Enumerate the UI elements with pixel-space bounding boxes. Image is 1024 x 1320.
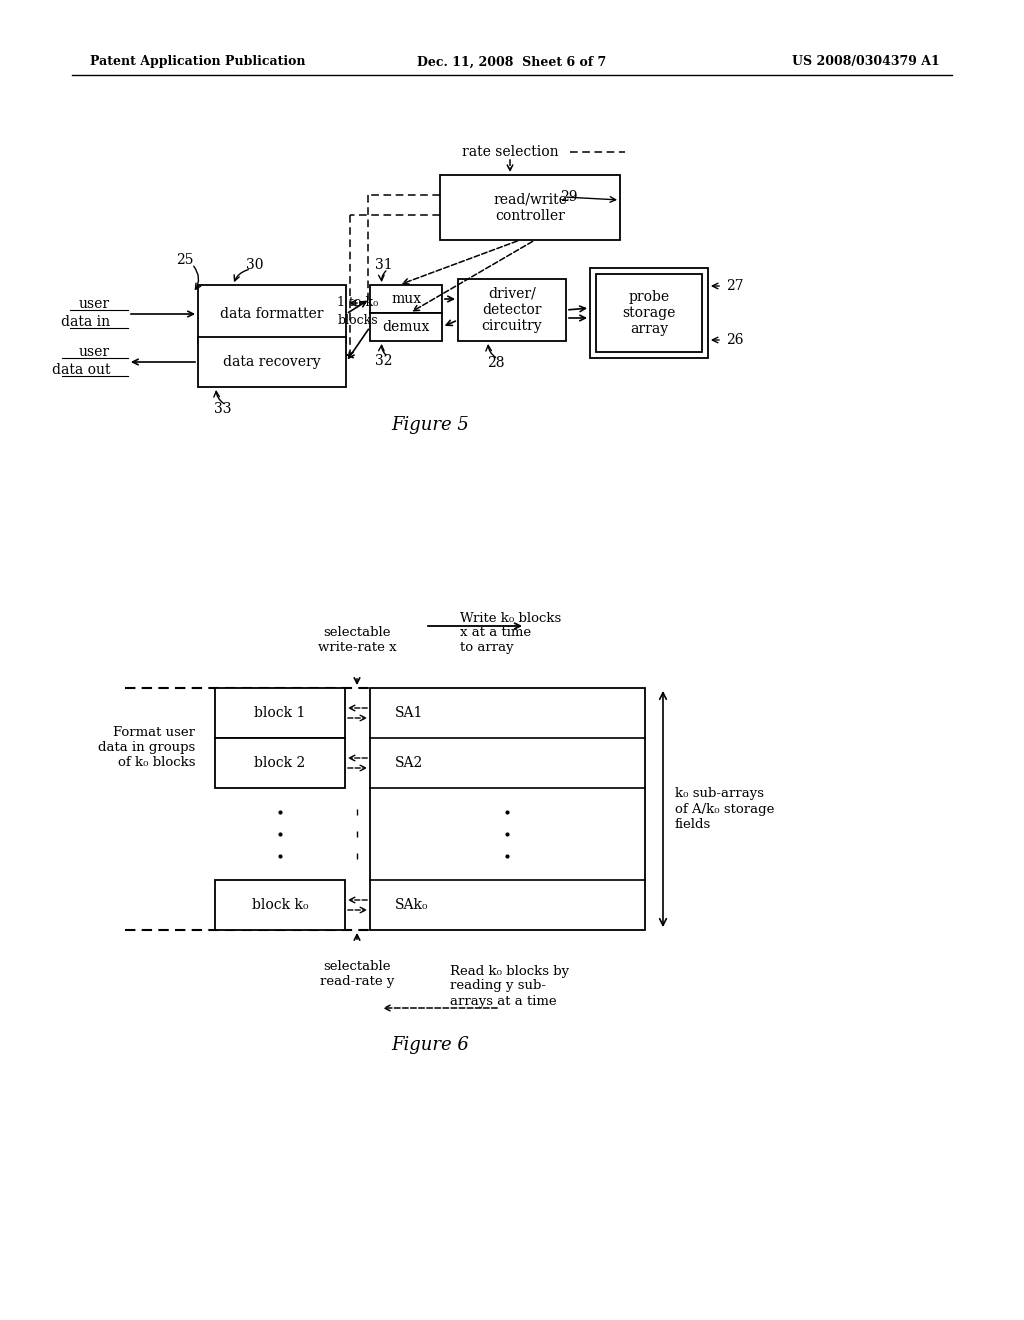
FancyBboxPatch shape	[458, 279, 566, 341]
Text: user: user	[79, 297, 110, 312]
Text: Figure 6: Figure 6	[391, 1036, 469, 1053]
Text: 25: 25	[176, 253, 194, 267]
Text: read/write
controller: read/write controller	[494, 193, 567, 223]
Text: 33: 33	[214, 403, 231, 416]
Text: block 1: block 1	[254, 706, 306, 719]
FancyBboxPatch shape	[370, 285, 442, 313]
Text: SA1: SA1	[395, 706, 423, 719]
Text: probe
storage
array: probe storage array	[623, 290, 676, 337]
Text: 31: 31	[375, 257, 392, 272]
Text: 28: 28	[487, 356, 505, 370]
Text: k₀ sub-arrays
of A/k₀ storage
fields: k₀ sub-arrays of A/k₀ storage fields	[675, 788, 774, 830]
Text: Read k₀ blocks by
reading y sub-
arrays at a time: Read k₀ blocks by reading y sub- arrays …	[450, 965, 569, 1007]
Text: Write k₀ blocks
x at a time
to array: Write k₀ blocks x at a time to array	[460, 611, 561, 655]
Text: demux: demux	[382, 319, 430, 334]
Text: data formatter: data formatter	[220, 308, 324, 321]
Text: Figure 5: Figure 5	[391, 416, 469, 434]
Text: driver/
detector
circuitry: driver/ detector circuitry	[481, 286, 543, 333]
Text: US 2008/0304379 A1: US 2008/0304379 A1	[793, 55, 940, 69]
Text: block k₀: block k₀	[252, 898, 308, 912]
Text: block 2: block 2	[254, 756, 305, 770]
Text: data out: data out	[51, 363, 110, 378]
Text: Format user
data in groups
of k₀ blocks: Format user data in groups of k₀ blocks	[97, 726, 195, 770]
FancyBboxPatch shape	[215, 880, 345, 931]
Text: SAk₀: SAk₀	[395, 898, 428, 912]
Text: data recovery: data recovery	[223, 355, 321, 370]
Text: 1 to k₀: 1 to k₀	[338, 296, 379, 309]
FancyBboxPatch shape	[198, 337, 346, 387]
Text: Patent Application Publication: Patent Application Publication	[90, 55, 305, 69]
FancyBboxPatch shape	[215, 688, 345, 738]
Text: SA2: SA2	[395, 756, 423, 770]
Text: 27: 27	[726, 279, 743, 293]
Text: data in: data in	[60, 315, 110, 329]
Text: 26: 26	[726, 333, 743, 347]
Text: blocks: blocks	[338, 314, 378, 326]
Text: 30: 30	[246, 257, 263, 272]
FancyBboxPatch shape	[370, 688, 645, 931]
Text: 32: 32	[375, 354, 392, 368]
FancyBboxPatch shape	[215, 738, 345, 788]
FancyBboxPatch shape	[596, 275, 702, 352]
FancyBboxPatch shape	[440, 176, 620, 240]
Text: 29: 29	[560, 190, 578, 205]
Text: mux: mux	[391, 292, 421, 306]
Text: rate selection: rate selection	[462, 145, 558, 158]
FancyBboxPatch shape	[590, 268, 708, 358]
FancyBboxPatch shape	[370, 313, 442, 341]
FancyBboxPatch shape	[198, 285, 346, 343]
Text: selectable
write-rate x: selectable write-rate x	[317, 626, 396, 653]
Text: user: user	[79, 345, 110, 359]
Text: Dec. 11, 2008  Sheet 6 of 7: Dec. 11, 2008 Sheet 6 of 7	[418, 55, 606, 69]
Text: selectable
read-rate y: selectable read-rate y	[319, 960, 394, 987]
